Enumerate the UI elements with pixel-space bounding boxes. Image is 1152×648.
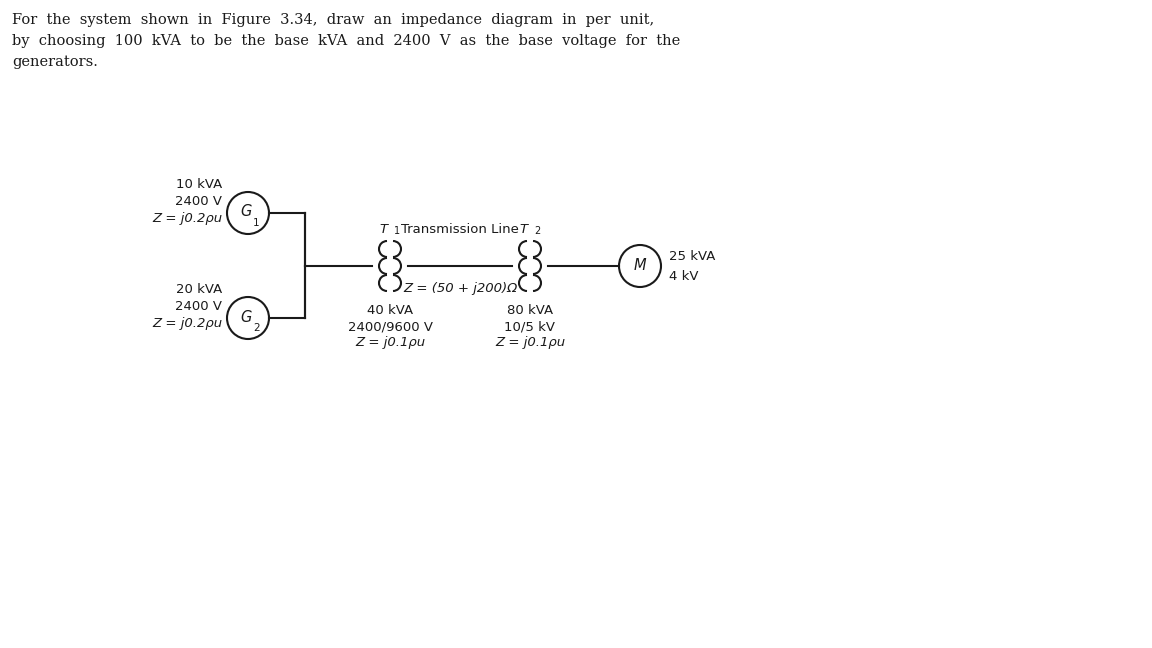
Text: 1: 1	[253, 218, 259, 228]
Text: 40 kVA: 40 kVA	[367, 304, 414, 317]
Text: 4 kV: 4 kV	[669, 270, 698, 283]
Text: 80 kVA: 80 kVA	[507, 304, 553, 317]
Text: 20 kVA: 20 kVA	[176, 283, 222, 296]
Text: T: T	[520, 223, 528, 236]
Text: 10/5 kV: 10/5 kV	[505, 320, 555, 333]
Text: Z = j0.1ρu: Z = j0.1ρu	[355, 336, 425, 349]
Text: Z = j0.1ρu: Z = j0.1ρu	[495, 336, 566, 349]
Text: G: G	[241, 205, 251, 220]
Text: 10 kVA: 10 kVA	[176, 178, 222, 191]
Text: M: M	[634, 257, 646, 273]
Text: T: T	[380, 223, 388, 236]
Text: Z = j0.2ρu: Z = j0.2ρu	[152, 317, 222, 330]
Text: 1: 1	[394, 226, 400, 236]
Text: 2400 V: 2400 V	[175, 195, 222, 208]
Text: generators.: generators.	[12, 55, 98, 69]
Text: 2: 2	[535, 226, 540, 236]
Text: by  choosing  100  kVA  to  be  the  base  kVA  and  2400  V  as  the  base  vol: by choosing 100 kVA to be the base kVA a…	[12, 34, 680, 48]
Text: Z = (50 + j200)Ω: Z = (50 + j200)Ω	[403, 282, 517, 295]
Text: Z = j0.2ρu: Z = j0.2ρu	[152, 212, 222, 225]
Text: 2400 V: 2400 V	[175, 300, 222, 313]
Text: For  the  system  shown  in  Figure  3.34,  draw  an  impedance  diagram  in  pe: For the system shown in Figure 3.34, dra…	[12, 13, 654, 27]
Text: G: G	[241, 310, 251, 325]
Text: 2400/9600 V: 2400/9600 V	[348, 320, 432, 333]
Text: Transmission Line: Transmission Line	[401, 223, 518, 236]
Text: 25 kVA: 25 kVA	[669, 249, 715, 262]
Text: 2: 2	[253, 323, 259, 333]
